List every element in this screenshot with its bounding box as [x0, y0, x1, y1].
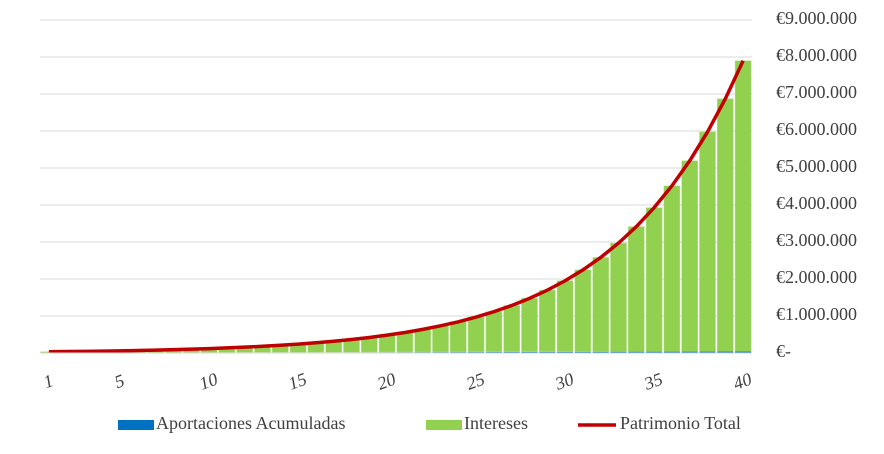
x-tick-label: 15	[286, 369, 310, 394]
bar	[681, 160, 698, 352]
x-tick-label: 30	[552, 369, 577, 394]
bar	[468, 351, 485, 353]
bar	[574, 269, 592, 352]
x-tick-label: 35	[641, 369, 666, 394]
bar	[485, 351, 502, 353]
bar	[681, 351, 698, 353]
bar	[503, 305, 520, 353]
legend-label: Aportaciones Acumuladas	[156, 413, 345, 433]
bar	[628, 226, 645, 352]
bar	[717, 351, 734, 353]
bar	[557, 351, 574, 353]
y-tick-label: €-	[776, 341, 791, 361]
bar	[610, 351, 627, 353]
bar	[539, 289, 556, 352]
bar	[539, 351, 556, 353]
y-tick-label: €9.000.000	[776, 8, 857, 28]
bar	[432, 351, 449, 353]
legend-swatch	[426, 420, 462, 430]
bar	[628, 351, 645, 353]
bar	[663, 351, 680, 353]
bar	[699, 351, 716, 353]
bar	[503, 351, 520, 353]
bar	[592, 257, 609, 352]
y-tick-label: €6.000.000	[776, 119, 857, 139]
bar	[645, 207, 663, 352]
bar	[414, 329, 431, 353]
x-tick-label: 40	[731, 369, 755, 394]
bar	[574, 351, 591, 353]
bar	[663, 185, 681, 352]
bar	[378, 334, 396, 353]
bar	[699, 131, 716, 352]
bar	[646, 351, 663, 353]
y-tick-label: €4.000.000	[776, 193, 857, 213]
x-tick-label: 1	[41, 370, 56, 392]
bar	[432, 325, 449, 353]
bar	[467, 316, 485, 353]
bar	[592, 351, 609, 353]
bar	[450, 351, 467, 353]
bar	[485, 311, 503, 353]
y-tick-label: €3.000.000	[776, 230, 857, 250]
bar	[734, 60, 752, 352]
legend-swatch	[118, 420, 154, 430]
y-tick-label: €7.000.000	[776, 82, 857, 102]
bar	[717, 98, 734, 352]
bar	[610, 242, 627, 352]
legend-label: Intereses	[464, 413, 528, 433]
y-tick-label: €8.000.000	[776, 45, 857, 65]
bar	[396, 332, 414, 353]
y-tick-label: €1.000.000	[776, 304, 857, 324]
y-tick-label: €2.000.000	[776, 267, 857, 287]
x-tick-label: 5	[112, 370, 127, 392]
bar	[450, 321, 467, 353]
x-tick-label: 10	[197, 369, 221, 394]
bar	[521, 298, 538, 353]
x-tick-label: 20	[375, 369, 399, 394]
y-tick-label: €5.000.000	[776, 156, 857, 176]
line	[48, 59, 745, 354]
bar	[521, 351, 538, 353]
bar	[735, 351, 752, 353]
bar	[556, 280, 574, 352]
x-tick-label: 25	[464, 369, 488, 394]
legend-label: Patrimonio Total	[620, 413, 741, 433]
